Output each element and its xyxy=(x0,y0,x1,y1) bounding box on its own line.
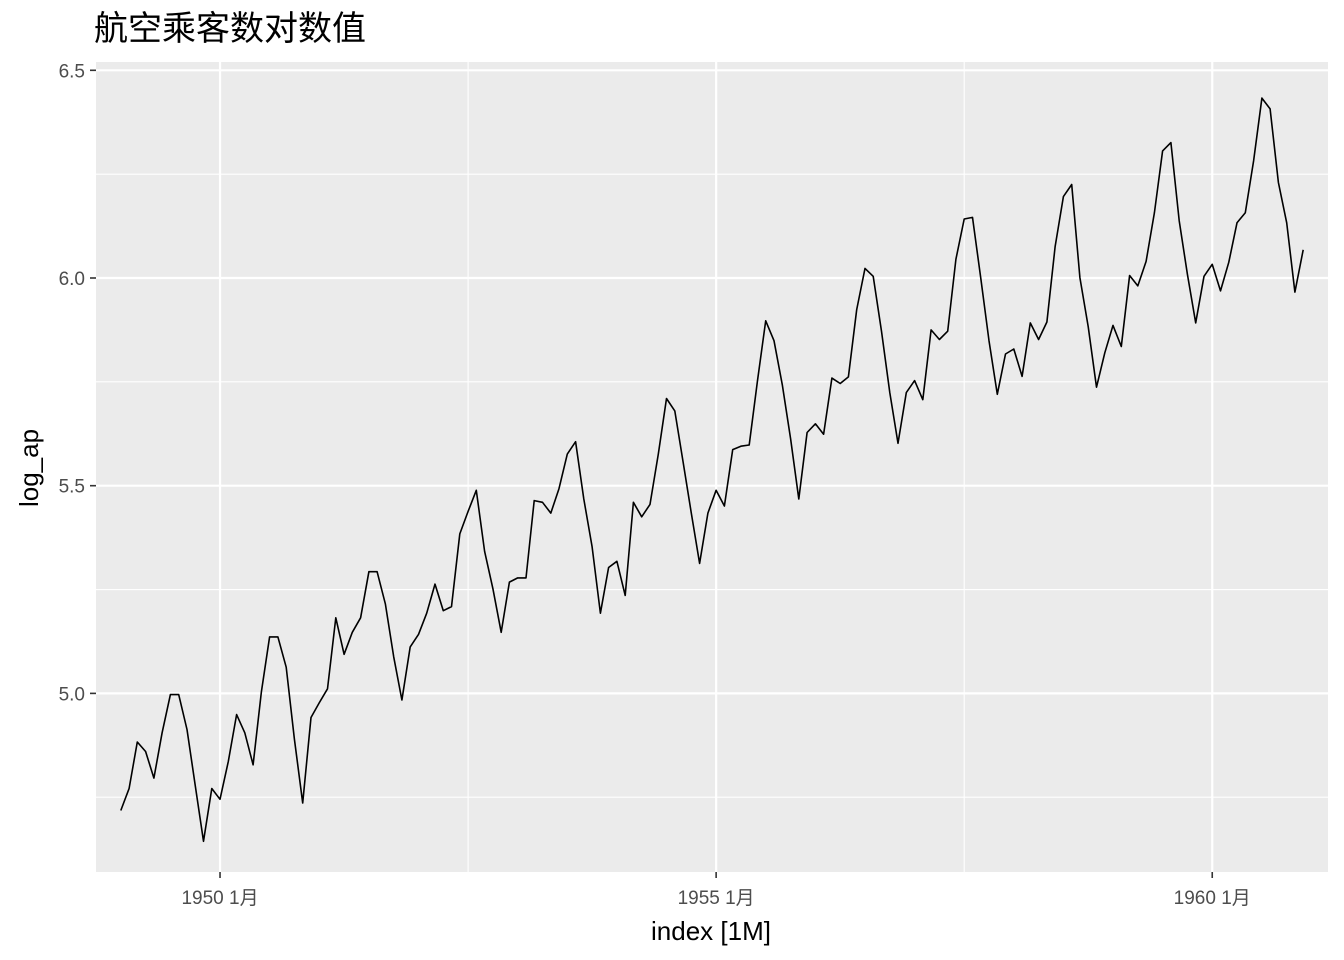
y-tick-label: 5.0 xyxy=(59,684,85,705)
y-tick-label: 6.0 xyxy=(59,269,85,290)
x-tick-label: 1955 1月 xyxy=(678,888,755,909)
chart-title: 航空乘客数对数值 xyxy=(94,9,366,49)
y-tick-label: 6.5 xyxy=(59,61,85,82)
x-tick-label: 1960 1月 xyxy=(1174,888,1251,909)
plot-panel xyxy=(96,62,1328,872)
major-gridlines xyxy=(96,62,1328,872)
minor-gridlines xyxy=(96,62,1328,872)
y-axis-title: log_ap xyxy=(14,429,44,507)
x-axis-title: index [1M] xyxy=(651,916,771,946)
x-axis: 1950 1月 1955 1月 1960 1月 xyxy=(181,872,1251,909)
y-axis: 5.0 5.5 6.0 6.5 xyxy=(59,61,96,705)
x-tick-label: 1950 1月 xyxy=(181,888,258,909)
y-tick-label: 5.5 xyxy=(59,477,85,498)
series-line-log-ap xyxy=(120,97,1304,843)
